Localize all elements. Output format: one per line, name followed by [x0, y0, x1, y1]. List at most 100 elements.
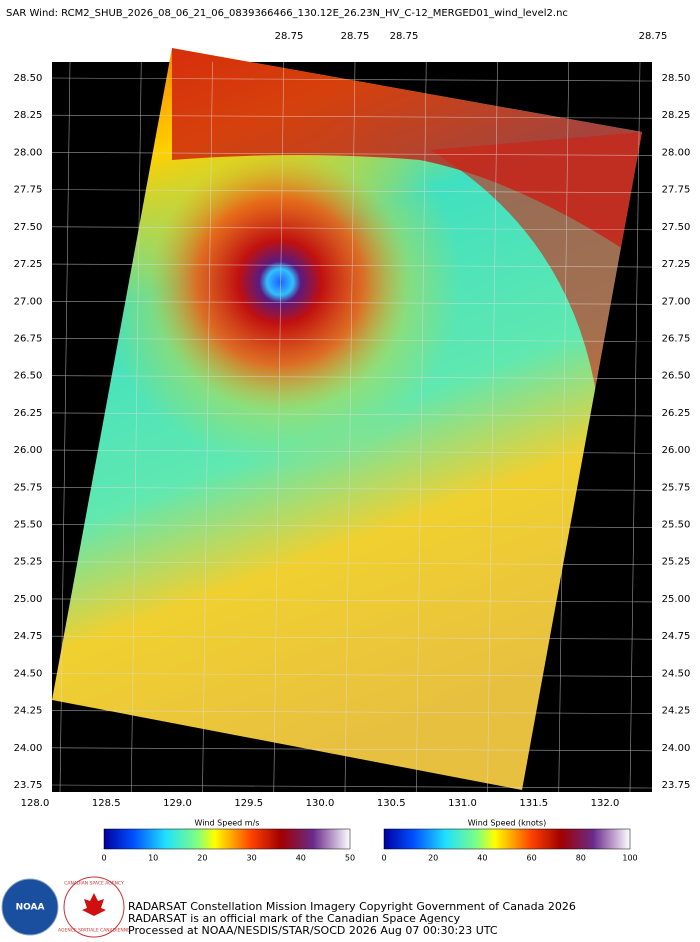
lat-label: 26.50: [14, 371, 43, 382]
colorbar-tick-label: 40: [296, 854, 306, 863]
lat-label: 27.75: [14, 185, 43, 196]
lat-label: 24.25: [662, 706, 691, 717]
colorbar-tick-label: 10: [148, 854, 158, 863]
lat-label: 27.00: [14, 296, 43, 307]
lat-grid-line: [51, 524, 653, 528]
lon-label: 128.0: [21, 798, 50, 809]
top-label: 28.75: [341, 31, 370, 42]
lat-label: 25.50: [662, 520, 691, 531]
lon-grid-line: [344, 61, 356, 793]
lon-grid-line: [202, 61, 213, 793]
lat-label: 24.00: [14, 743, 43, 754]
lat-label: 25.00: [662, 594, 691, 605]
lat-label: 25.75: [14, 482, 43, 493]
image-title: SAR Wind: RCM2_SHUB_2026_08_06_21_06_083…: [6, 8, 568, 19]
lat-grid-line: [51, 635, 653, 640]
lat-grid-line: [51, 114, 653, 119]
noaa-logo-text: NOAA: [16, 903, 45, 913]
lat-label: 26.75: [14, 333, 43, 344]
lon-label: 131.5: [519, 798, 548, 809]
lat-label: 28.50: [14, 73, 43, 84]
lat-label: 27.50: [14, 222, 43, 233]
maple-leaf: [82, 893, 106, 916]
lat-label: 26.25: [14, 408, 43, 419]
credit-line: Processed at NOAA/NESDIS/STAR/SOCD 2026 …: [128, 924, 498, 937]
lon-grid-line: [415, 61, 427, 793]
lat-label: 26.00: [14, 445, 43, 456]
top-label: 28.75: [275, 31, 304, 42]
lat-label: 24.25: [14, 706, 43, 717]
lon-grid-line: [273, 61, 285, 793]
colorbar: [383, 828, 631, 850]
lat-grid-line: [51, 77, 653, 82]
lat-label: 23.75: [662, 780, 691, 791]
lon-label: 129.0: [163, 798, 192, 809]
lat-label: 25.00: [14, 594, 43, 605]
colorbar: [103, 828, 351, 850]
lon-grid-line: [558, 61, 570, 793]
top-label: 28.75: [639, 31, 668, 42]
colorbar-tick-label: 20: [197, 854, 207, 863]
lat-label: 24.50: [662, 668, 691, 679]
high-wind-band: [430, 132, 642, 420]
colorbar-tick-label: 100: [622, 854, 637, 863]
csa-logo-text: CANADIAN SPACE AGENCY: [64, 881, 124, 887]
lat-label: 26.75: [662, 333, 691, 344]
lat-label: 24.00: [662, 743, 691, 754]
lat-grid-line: [51, 598, 653, 603]
lat-label: 27.25: [14, 259, 43, 270]
lat-label: 26.25: [662, 408, 691, 419]
lat-grid-line: [51, 747, 653, 752]
lat-grid-line: [51, 226, 653, 231]
lat-label: 28.00: [662, 147, 691, 158]
lat-grid-line: [51, 449, 653, 454]
lat-label: 27.75: [662, 185, 691, 196]
lat-label: 26.50: [662, 371, 691, 382]
lat-label: 27.50: [662, 222, 691, 233]
lat-grid-line: [51, 338, 653, 342]
colorbar-tick-label: 0: [381, 854, 386, 863]
lat-label: 25.50: [14, 520, 43, 531]
lat-label: 25.25: [662, 557, 691, 568]
colorbar-tick-label: 80: [576, 854, 586, 863]
lon-label: 132.0: [591, 798, 620, 809]
lat-label: 28.00: [14, 147, 43, 158]
lat-label: 25.75: [662, 482, 691, 493]
lon-label: 130.0: [306, 798, 335, 809]
colorbar-tick-label: 40: [477, 854, 487, 863]
lon-label: 128.5: [92, 798, 121, 809]
colorbar-title: Wind Speed (knots): [468, 819, 546, 828]
lon-label: 129.5: [234, 798, 263, 809]
colorbar-tick-label: 0: [101, 854, 106, 863]
lat-label: 26.00: [662, 445, 691, 456]
lat-grid-line: [51, 487, 653, 491]
colorbar-tick-label: 30: [247, 854, 257, 863]
colorbar-title: Wind Speed m/s: [195, 819, 260, 828]
lon-label: 131.0: [448, 798, 477, 809]
lat-grid-line: [51, 784, 653, 789]
lat-label: 23.75: [14, 780, 43, 791]
lat-grid-line: [51, 189, 653, 193]
lon-grid-line: [130, 61, 142, 793]
lon-grid-line: [629, 61, 641, 793]
lon-grid-line: [487, 61, 498, 793]
lat-label: 28.50: [662, 73, 691, 84]
lat-label: 24.75: [14, 631, 43, 642]
lat-grid-line: [51, 710, 653, 714]
lon-label: 130.5: [377, 798, 406, 809]
lat-grid-line: [51, 152, 653, 156]
noaa-logo: [1, 878, 59, 936]
lat-label: 25.25: [14, 557, 43, 568]
colorbar-tick-label: 20: [428, 854, 438, 863]
lat-grid-line: [51, 375, 653, 379]
top-label: 28.75: [390, 31, 419, 42]
lon-grid-line: [59, 61, 71, 793]
lat-label: 24.75: [662, 631, 691, 642]
csa-logo-text: AGENCE SPATIALE CANADIENNE: [58, 928, 130, 934]
credit-line: RADARSAT is an official mark of the Cana…: [128, 912, 461, 925]
lat-grid-line: [51, 412, 653, 417]
lat-grid-line: [51, 561, 653, 566]
lat-label: 24.50: [14, 668, 43, 679]
lat-grid-line: [51, 673, 653, 677]
lat-label: 27.00: [662, 296, 691, 307]
